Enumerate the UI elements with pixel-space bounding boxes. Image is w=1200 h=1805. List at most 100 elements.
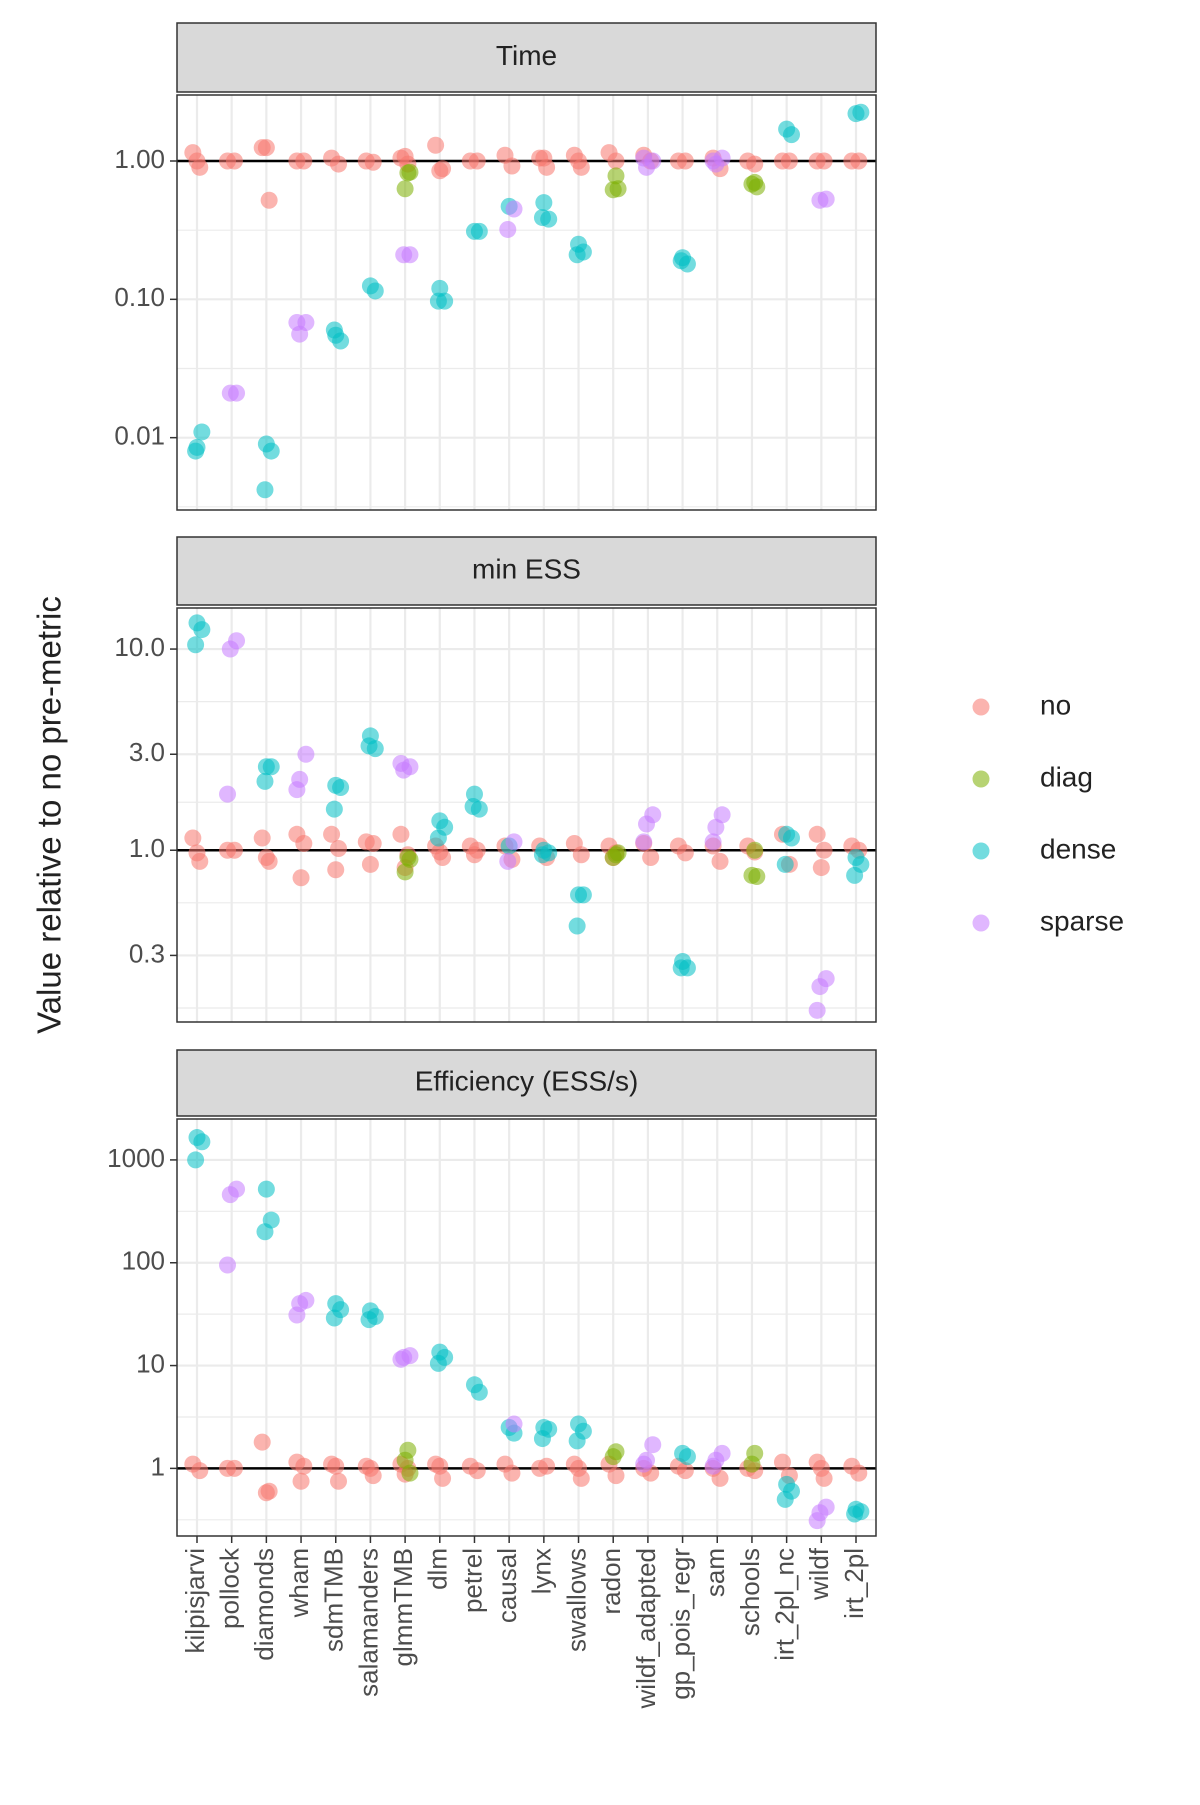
data-point: [704, 152, 722, 170]
data-point: [568, 917, 586, 935]
data-point: [638, 815, 656, 833]
data-point: [470, 1383, 488, 1401]
data-point: [396, 147, 414, 165]
data-point: [256, 772, 274, 790]
data-point: [533, 1430, 551, 1448]
legend-marker: [972, 698, 990, 716]
data-point: [707, 818, 725, 836]
data-point: [396, 180, 414, 198]
data-point: [427, 136, 445, 154]
data-point: [325, 1309, 343, 1327]
facet-title: min ESS: [472, 553, 581, 584]
data-point: [672, 252, 690, 270]
data-point: [188, 152, 206, 170]
data-point: [635, 149, 653, 167]
data-point: [330, 839, 348, 857]
panel-background: [177, 1119, 876, 1536]
data-point: [642, 849, 660, 867]
data-point: [429, 1354, 447, 1372]
data-point: [288, 1306, 306, 1324]
panel: [177, 95, 876, 510]
data-point: [743, 1455, 761, 1473]
data-point: [535, 149, 553, 167]
data-point: [330, 155, 348, 173]
data-point: [431, 1457, 449, 1475]
data-point: [401, 1464, 419, 1482]
data-point: [295, 1457, 313, 1475]
data-point: [746, 841, 764, 859]
data-point: [748, 868, 766, 886]
data-point: [604, 1448, 622, 1466]
data-point: [808, 1512, 826, 1530]
data-point: [672, 959, 690, 977]
data-point: [392, 1350, 410, 1368]
data-point: [429, 829, 447, 847]
data-point: [193, 423, 211, 441]
data-point: [392, 825, 410, 843]
data-point: [330, 1472, 348, 1490]
data-point: [292, 869, 310, 887]
data-point: [327, 1457, 345, 1475]
data-point: [773, 1453, 791, 1471]
data-point: [401, 163, 419, 181]
panel: [177, 608, 876, 1022]
data-point: [225, 152, 243, 170]
data-point: [776, 855, 794, 873]
legend-label: diag: [1040, 761, 1093, 792]
data-point: [607, 152, 625, 170]
x-tick-label: irt_2pl: [839, 1548, 869, 1619]
y-tick-label: 0.10: [114, 282, 165, 312]
data-point: [187, 636, 205, 654]
data-point: [470, 222, 488, 240]
data-point: [811, 978, 829, 996]
y-tick-label: 1000: [107, 1143, 165, 1173]
data-point: [505, 833, 523, 851]
data-point: [850, 152, 868, 170]
data-point: [221, 640, 239, 658]
data-point: [288, 314, 306, 332]
data-point: [225, 1459, 243, 1477]
data-point: [188, 844, 206, 862]
x-tick-label: causal: [492, 1548, 522, 1623]
data-point: [678, 1448, 696, 1466]
data-point: [572, 846, 590, 864]
data-point: [538, 1457, 556, 1475]
data-point: [607, 1467, 625, 1485]
data-point: [256, 1223, 274, 1241]
data-point: [431, 279, 449, 297]
data-point: [503, 157, 521, 175]
data-point: [815, 841, 833, 859]
legend-marker: [972, 770, 990, 788]
data-point: [323, 825, 341, 843]
x-tick-label: lynx: [527, 1548, 557, 1594]
panel: [177, 1119, 876, 1536]
y-tick-label: 1.00: [114, 144, 165, 174]
x-tick-label: swallows: [561, 1548, 591, 1652]
x-tick-label: gp_pois_regr: [665, 1548, 695, 1700]
data-point: [295, 835, 313, 853]
data-point: [782, 126, 800, 144]
data-point: [366, 282, 384, 300]
data-point: [815, 152, 833, 170]
data-point: [395, 246, 413, 264]
data-point: [676, 152, 694, 170]
x-tick-label: wildf: [804, 1547, 834, 1601]
data-point: [364, 153, 382, 171]
y-tick-label: 0.3: [129, 938, 165, 968]
data-point: [253, 1433, 271, 1451]
data-point: [184, 829, 202, 847]
data-point: [846, 1505, 864, 1523]
data-point: [221, 384, 239, 402]
data-point: [464, 797, 482, 815]
y-tick-label: 1: [151, 1451, 165, 1481]
data-point: [396, 1451, 414, 1469]
data-point: [332, 779, 350, 797]
facet-title: Time: [496, 40, 557, 71]
data-point: [361, 1459, 379, 1477]
data-point: [676, 1462, 694, 1480]
data-point: [297, 745, 315, 763]
data-point: [193, 621, 211, 639]
data-point: [635, 833, 653, 851]
